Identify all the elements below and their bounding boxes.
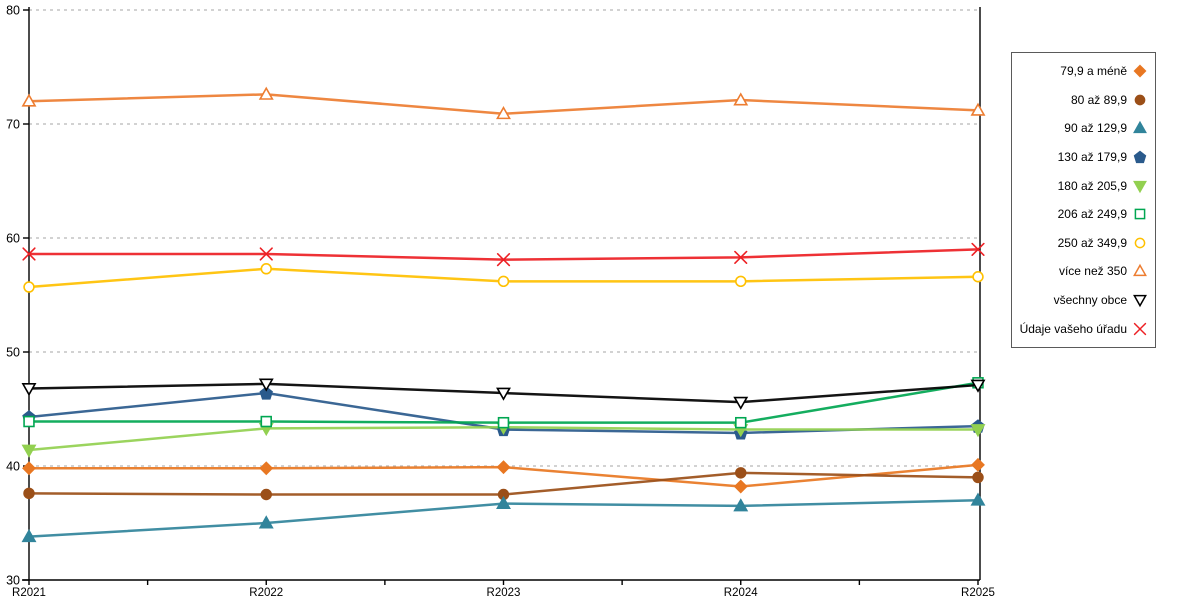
legend-item: 250 až 349,9 bbox=[1012, 230, 1155, 256]
triangle-up-marker-icon bbox=[1133, 264, 1147, 277]
y-tick-label: 70 bbox=[6, 118, 20, 132]
legend-item: všechny obce bbox=[1012, 287, 1155, 313]
circle-marker-icon bbox=[1134, 94, 1146, 106]
x-tick-label: R2023 bbox=[487, 587, 521, 599]
y-tick-label: 30 bbox=[6, 574, 20, 588]
legend-label: 80 až 89,9 bbox=[1070, 92, 1127, 107]
x-tick-label: R2025 bbox=[961, 587, 995, 599]
diamond-marker-icon bbox=[1133, 64, 1147, 78]
x-tick-label: R2022 bbox=[249, 587, 283, 599]
x-tick-label: R2024 bbox=[724, 587, 758, 599]
legend-item: 80 až 89,9 bbox=[1012, 87, 1155, 113]
y-tick-label: 60 bbox=[6, 232, 20, 246]
legend-label: 250 až 349,9 bbox=[1057, 235, 1127, 250]
legend-item: 130 až 179,9 bbox=[1012, 144, 1155, 170]
y-tick-label: 50 bbox=[6, 346, 20, 360]
circle-marker-icon bbox=[1134, 237, 1146, 249]
legend-label: 130 až 179,9 bbox=[1057, 150, 1127, 165]
pentagon-marker-icon bbox=[1133, 150, 1147, 164]
legend-item: Údaje vašeho úřadu bbox=[1012, 316, 1155, 342]
square-marker-icon bbox=[1134, 208, 1146, 220]
legend-item: 79,9 a méně bbox=[1012, 58, 1155, 84]
chart-legend: 79,9 a méně 80 až 89,9 90 až 129,9 130 až 1… bbox=[1011, 52, 1156, 348]
legend-item: 180 až 205,9 bbox=[1012, 173, 1155, 199]
legend-item: více než 350 bbox=[1012, 258, 1155, 284]
legend-label: 90 až 129,9 bbox=[1064, 121, 1127, 136]
legend-label: více než 350 bbox=[1058, 264, 1127, 279]
legend-label: všechny obce bbox=[1053, 293, 1127, 308]
triangle-up-marker-icon bbox=[1133, 121, 1147, 134]
series-line bbox=[27, 248, 980, 261]
x-tick-label: R2021 bbox=[12, 587, 46, 599]
x-marker-icon bbox=[1133, 322, 1147, 335]
triangle-down-marker-icon bbox=[1133, 180, 1147, 193]
legend-label: Údaje vašeho úřadu bbox=[1019, 321, 1127, 336]
triangle-down-marker-icon bbox=[1133, 294, 1147, 308]
y-tick-label: 80 bbox=[6, 4, 20, 18]
legend-label: 79,9 a méně bbox=[1060, 64, 1127, 79]
y-tick-label: 40 bbox=[6, 460, 20, 474]
legend-item: 90 až 129,9 bbox=[1012, 115, 1155, 141]
legend-label: 206 až 249,9 bbox=[1057, 207, 1127, 222]
legend-item: 206 až 249,9 bbox=[1012, 201, 1155, 227]
legend-label: 180 až 205,9 bbox=[1057, 178, 1127, 193]
